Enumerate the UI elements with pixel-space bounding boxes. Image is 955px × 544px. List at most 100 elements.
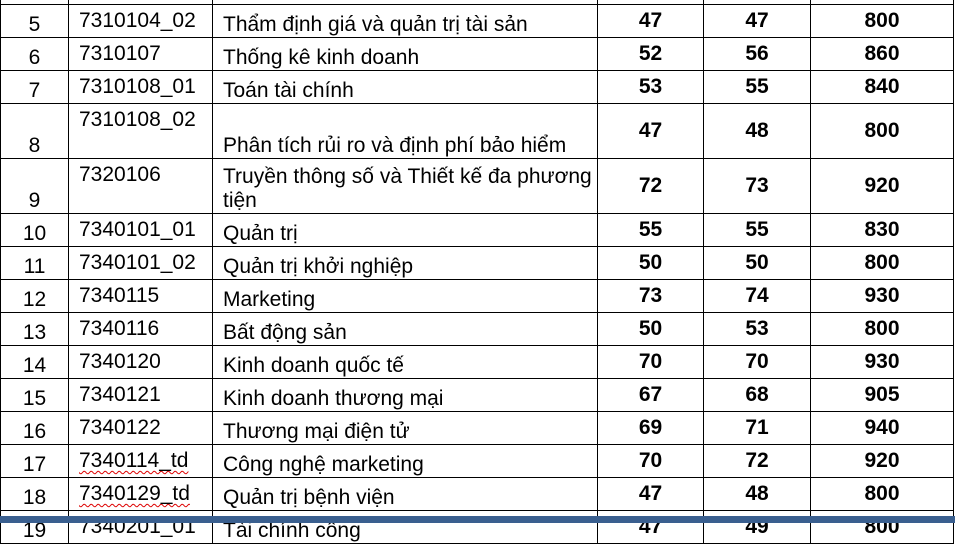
score-a: 72 (597, 158, 704, 214)
score-a: 52 (597, 37, 704, 71)
score-a: 50 (597, 312, 704, 346)
table-row: 14 7340120 Kinh doanh quốc tế 70 70 930 (0, 345, 954, 379)
program-name: Công nghệ marketing (212, 444, 598, 478)
table-row: 8 7310108_02 Phân tích rủi ro và định phí … (0, 103, 954, 159)
program-name: Toán tài chính (212, 70, 598, 104)
table-row: 12 7340115 Marketing 73 74 930 (0, 279, 954, 313)
score-b: 55 (703, 213, 811, 247)
table-row: 17 7340114_td Công nghệ marketing 70 72 920 (0, 444, 954, 478)
row-number: 7 (0, 70, 69, 104)
program-name: Thương mại điện tử (212, 411, 598, 445)
score-b: 55 (703, 70, 811, 104)
table-row: 10 7340101_01 Quản trị 55 55 830 (0, 213, 954, 247)
score-b: 53 (703, 312, 811, 346)
row-number: 10 (0, 213, 69, 247)
program-code: 7340122 (68, 411, 213, 445)
row-number: 13 (0, 312, 69, 346)
score-c: 800 (810, 312, 954, 346)
score-a: 69 (597, 411, 704, 445)
program-code: 7340101_02 (68, 246, 213, 280)
program-code: 7310108_01 (68, 70, 213, 104)
score-a: 47 (597, 4, 704, 38)
table-row: 13 7340116 Bất động sản 50 53 800 (0, 312, 954, 346)
score-a: 47 (597, 477, 704, 511)
table-row: 9 7320106 Truyền thông số và Thiết kế đa p… (0, 158, 954, 214)
score-b: 74 (703, 279, 811, 313)
program-name: Kinh doanh thương mại (212, 378, 598, 412)
program-code: 7340129_td (68, 477, 213, 511)
table-row: 5 7310104_02 Thẩm định giá và quản trị tài… (0, 4, 954, 38)
program-code: 7340114_td (68, 444, 213, 478)
program-name: Thẩm định giá và quản trị tài sản (212, 4, 598, 38)
score-c: 920 (810, 444, 954, 478)
score-c: 840 (810, 70, 954, 104)
score-c: 920 (810, 158, 954, 214)
program-code: 7310104_02 (68, 4, 213, 38)
score-c: 940 (810, 411, 954, 445)
program-code: 7340116 (68, 312, 213, 346)
score-b: 48 (703, 477, 811, 511)
score-b: 73 (703, 158, 811, 214)
score-c: 800 (810, 246, 954, 280)
score-c: 860 (810, 37, 954, 71)
row-number: 15 (0, 378, 69, 412)
row-number: 11 (0, 246, 69, 280)
row-number: 17 (0, 444, 69, 478)
program-name: Truyền thông số và Thiết kế đa phương ti… (212, 158, 598, 214)
row-number: 12 (0, 279, 69, 313)
row-number: 14 (0, 345, 69, 379)
score-b: 72 (703, 444, 811, 478)
score-a: 53 (597, 70, 704, 104)
program-name: Marketing (212, 279, 598, 313)
score-b: 48 (703, 103, 811, 159)
score-c: 930 (810, 279, 954, 313)
table-row: 16 7340122 Thương mại điện tử 69 71 940 (0, 411, 954, 445)
score-a: 70 (597, 444, 704, 478)
program-name: Thống kê kinh doanh (212, 37, 598, 71)
score-c: 800 (810, 477, 954, 511)
table-row: 7 7310108_01 Toán tài chính 53 55 840 (0, 70, 954, 104)
program-code: 7310108_02 (68, 103, 213, 159)
program-code: 7340121 (68, 378, 213, 412)
row-number: 9 (0, 158, 69, 214)
score-a: 70 (597, 345, 704, 379)
score-b: 68 (703, 378, 811, 412)
program-code: 7320106 (68, 158, 213, 214)
program-code: 7340101_01 (68, 213, 213, 247)
table-row: 6 7310107 Thống kê kinh doanh 52 56 860 (0, 37, 954, 71)
row-number: 16 (0, 411, 69, 445)
score-c: 830 (810, 213, 954, 247)
score-a: 47 (597, 103, 704, 159)
score-c: 800 (810, 4, 954, 38)
window-bottom-bar (0, 516, 955, 523)
score-a: 73 (597, 279, 704, 313)
program-code: 7340120 (68, 345, 213, 379)
score-c: 905 (810, 378, 954, 412)
row-number: 5 (0, 4, 69, 38)
row-number: 8 (0, 103, 69, 159)
score-c: 800 (810, 103, 954, 159)
program-code: 7310107 (68, 37, 213, 71)
program-name: Phân tích rủi ro và định phí bảo hiểm (212, 103, 598, 159)
score-b: 71 (703, 411, 811, 445)
table-row: 15 7340121 Kinh doanh thương mại 67 68 905 (0, 378, 954, 412)
score-b: 56 (703, 37, 811, 71)
score-b: 47 (703, 4, 811, 38)
program-name: Quản trị khởi nghiệp (212, 246, 598, 280)
table-row: 18 7340129_td Quản trị bệnh viện 47 48 800 (0, 477, 954, 511)
row-number: 18 (0, 477, 69, 511)
score-b: 50 (703, 246, 811, 280)
program-name: Quản trị (212, 213, 598, 247)
score-a: 50 (597, 246, 704, 280)
table-row: 11 7340101_02 Quản trị khởi nghiệp 50 50 800 (0, 246, 954, 280)
row-number: 6 (0, 37, 69, 71)
score-c: 930 (810, 345, 954, 379)
score-a: 55 (597, 213, 704, 247)
program-code: 7340115 (68, 279, 213, 313)
program-name: Bất động sản (212, 312, 598, 346)
program-name: Kinh doanh quốc tế (212, 345, 598, 379)
program-name: Quản trị bệnh viện (212, 477, 598, 511)
score-a: 67 (597, 378, 704, 412)
score-b: 70 (703, 345, 811, 379)
